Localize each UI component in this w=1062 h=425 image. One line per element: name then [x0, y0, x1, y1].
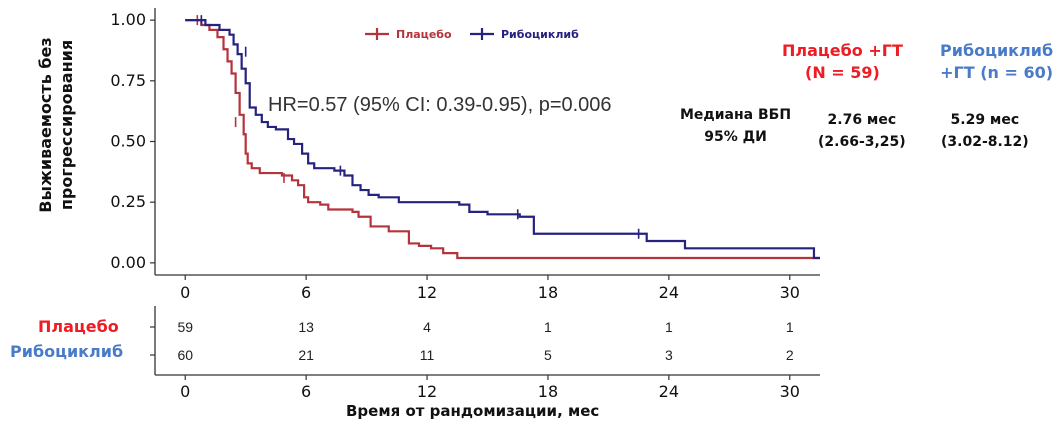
- y-tick-label: 0.50: [110, 132, 146, 151]
- risk-count: 21: [298, 347, 314, 363]
- risk-count: 4: [423, 319, 431, 335]
- x-tick-label: 18: [538, 283, 558, 302]
- risk-count: 2: [786, 347, 794, 363]
- risk-x-tick-label: 30: [780, 382, 800, 401]
- km-curve-ribociclib: [185, 19, 820, 260]
- risk-count: 3: [665, 347, 673, 363]
- legend-label: Плацебо: [396, 28, 452, 41]
- placebo-median-value: 2.76 мес (2.66-3,25): [818, 112, 906, 150]
- x-tick-label: 30: [780, 283, 800, 302]
- ribociclib-group-header: Рибоциклиб +ГТ (n = 60): [940, 41, 1054, 82]
- risk-x-tick-label: 0: [180, 382, 190, 401]
- placebo-group-header: Плацебо +ГТ (N = 59): [782, 41, 903, 82]
- y-tick-label: 0.75: [110, 71, 146, 90]
- y-axis-label: Выживаемость без прогрессирования: [36, 37, 76, 213]
- x-tick-label: 12: [417, 283, 437, 302]
- risk-count: 1: [786, 319, 794, 335]
- risk-count: 1: [665, 319, 673, 335]
- risk-row-label-ribociclib: Рибоциклиб: [10, 342, 124, 361]
- risk-count: 1: [544, 319, 552, 335]
- risk-x-tick-label: 12: [417, 382, 437, 401]
- median-label: Медиана ВБП 95% ДИ: [680, 107, 792, 145]
- risk-count: 60: [177, 347, 193, 363]
- hazard-ratio-annotation: HR=0.57 (95% CI: 0.39-0.95), p=0.006: [268, 94, 612, 116]
- y-tick-label: 0.00: [110, 253, 146, 272]
- risk-x-tick-label: 6: [301, 382, 311, 401]
- x-tick-label: 24: [659, 283, 679, 302]
- risk-row-label-placebo: Плацебо: [38, 317, 119, 336]
- y-tick-label: 1.00: [110, 10, 146, 29]
- legend-label: Рибоциклиб: [501, 28, 579, 41]
- risk-count: 11: [420, 347, 435, 363]
- x-axis-title: Время от рандомизации, мес: [346, 402, 600, 420]
- km-curve-placebo: [185, 19, 820, 260]
- x-tick-label: 0: [180, 283, 190, 302]
- x-tick-label: 6: [301, 283, 311, 302]
- risk-count: 13: [298, 319, 314, 335]
- ribociclib-median-value: 5.29 мес (3.02-8.12): [941, 112, 1029, 150]
- y-tick-label: 0.25: [110, 192, 146, 211]
- risk-count: 59: [177, 319, 193, 335]
- risk-count: 5: [544, 347, 552, 363]
- risk-x-tick-label: 24: [659, 382, 679, 401]
- risk-x-tick-label: 18: [538, 382, 558, 401]
